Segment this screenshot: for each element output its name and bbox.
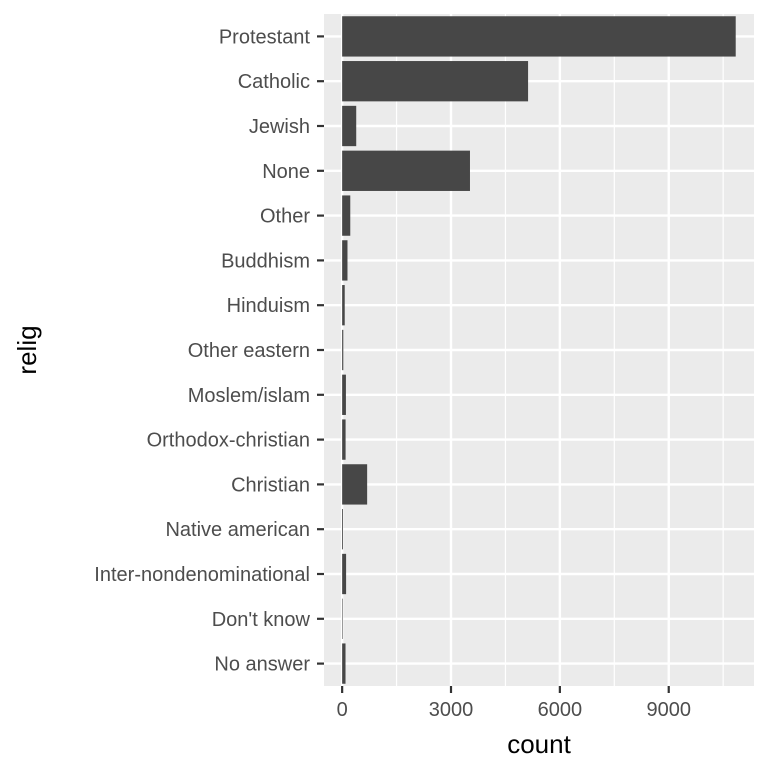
bar-catholic [342, 61, 529, 102]
y-tick-label: Inter-nondenominational [94, 564, 310, 586]
bar-hinduism [342, 285, 345, 326]
x-axis-ticks: 0 3000 6000 9000 [337, 686, 691, 721]
y-tick-label: Buddhism [221, 250, 310, 272]
x-tick-label: 0 [337, 699, 348, 721]
x-tick-label: 6000 [538, 699, 583, 721]
bar-inter-nondenominational [342, 553, 347, 595]
y-tick-label: Don't know [212, 609, 311, 631]
bars [342, 16, 736, 684]
bar-no-answer [342, 643, 346, 684]
y-tick-label: Catholic [238, 71, 310, 93]
y-tick-label: Christian [231, 474, 310, 496]
bar-other [342, 195, 351, 236]
y-axis-ticks: Protestant Catholic Jewish None Other Buddhis… [94, 26, 324, 676]
bar-don-t-know [342, 598, 343, 639]
bar-native-american [342, 509, 343, 550]
bar-buddhism [342, 240, 348, 281]
x-axis-title: count [507, 729, 571, 759]
y-tick-label: Hinduism [227, 295, 310, 317]
bar-jewish [342, 105, 357, 147]
y-tick-label: Other [260, 206, 310, 228]
bar-orthodox-christian [342, 419, 346, 460]
y-tick-label: Orthodox-christian [147, 430, 310, 452]
x-tick-label: 9000 [646, 699, 691, 721]
y-tick-label: None [262, 161, 310, 183]
y-tick-label: Jewish [249, 116, 310, 138]
bar-protestant [342, 16, 736, 57]
y-axis-title: relig [12, 325, 42, 374]
bar-other-eastern [342, 329, 344, 371]
bar-moslem-islam [342, 374, 346, 415]
y-tick-label: Native american [165, 519, 310, 541]
y-tick-label: Protestant [219, 26, 311, 48]
x-tick-label: 3000 [429, 699, 474, 721]
y-tick-label: Other eastern [188, 340, 310, 362]
y-tick-label: No answer [214, 654, 310, 676]
bar-none [342, 150, 470, 191]
y-tick-label: Moslem/islam [188, 385, 310, 407]
bar-christian [342, 464, 368, 505]
